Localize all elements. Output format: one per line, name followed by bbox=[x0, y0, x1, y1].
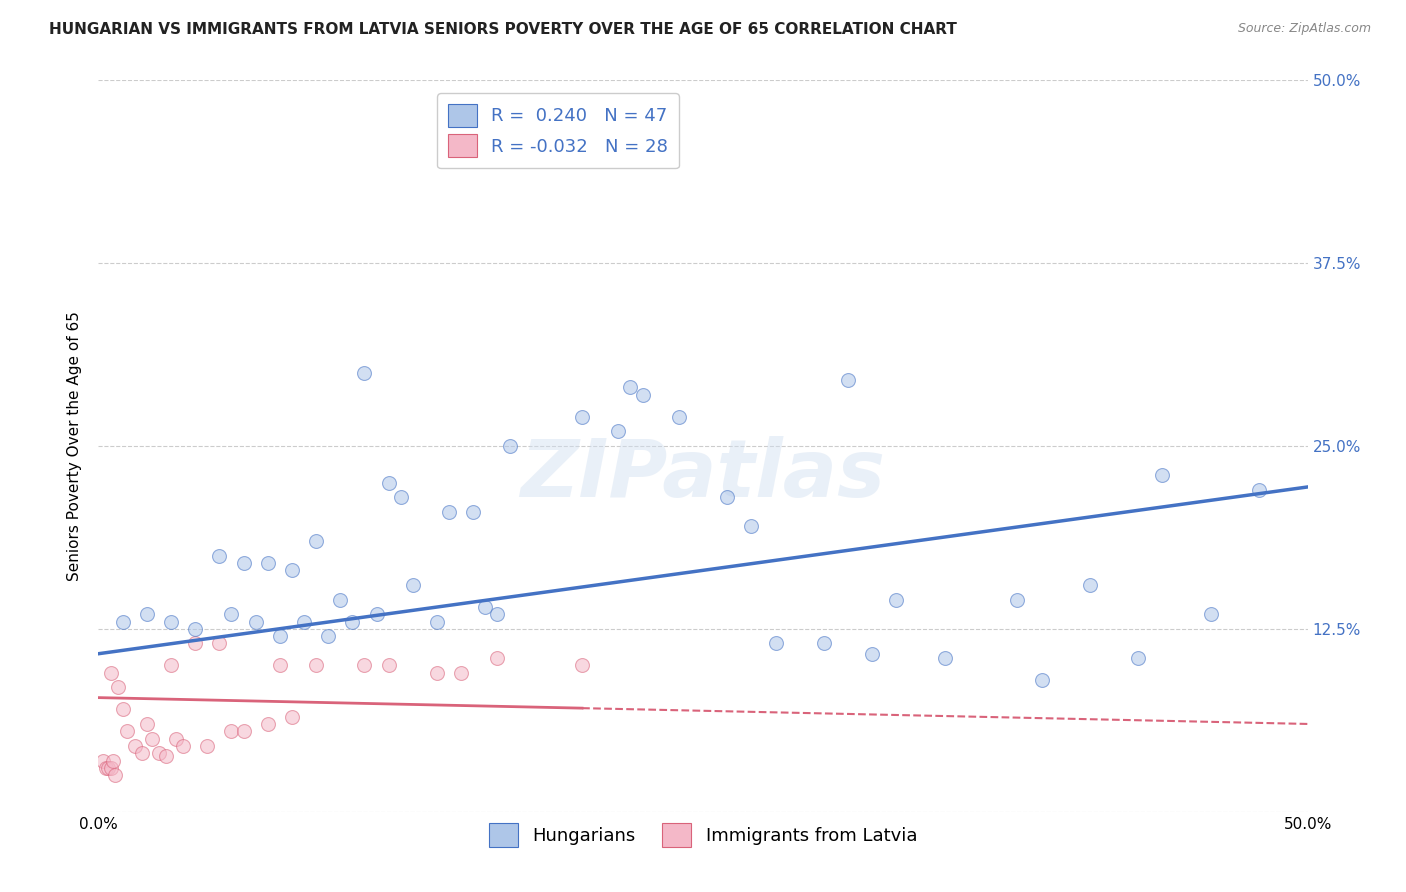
Point bbox=[1031, 673, 1053, 687]
Point bbox=[377, 475, 399, 490]
Point bbox=[1199, 607, 1222, 622]
Point bbox=[498, 439, 520, 453]
Point bbox=[131, 746, 153, 760]
Text: ZIPatlas: ZIPatlas bbox=[520, 436, 886, 515]
Point bbox=[389, 490, 412, 504]
Point bbox=[353, 366, 375, 380]
Point bbox=[256, 556, 278, 570]
Point bbox=[208, 636, 231, 650]
Point bbox=[160, 658, 183, 673]
Point bbox=[94, 761, 117, 775]
Point bbox=[571, 409, 593, 424]
Point bbox=[135, 607, 157, 622]
Point bbox=[860, 647, 883, 661]
Point bbox=[474, 599, 496, 614]
Point bbox=[402, 578, 425, 592]
Text: Source: ZipAtlas.com: Source: ZipAtlas.com bbox=[1237, 22, 1371, 36]
Point bbox=[631, 388, 654, 402]
Point bbox=[486, 651, 509, 665]
Point bbox=[740, 519, 762, 533]
Point bbox=[100, 761, 122, 775]
Point bbox=[101, 754, 124, 768]
Point bbox=[160, 615, 183, 629]
Point bbox=[426, 665, 449, 680]
Point bbox=[184, 622, 207, 636]
Point bbox=[256, 717, 278, 731]
Point bbox=[117, 724, 139, 739]
Point bbox=[1128, 651, 1150, 665]
Point bbox=[124, 739, 146, 753]
Point bbox=[813, 636, 835, 650]
Y-axis label: Seniors Poverty Over the Age of 65: Seniors Poverty Over the Age of 65 bbox=[67, 311, 83, 581]
Point bbox=[232, 724, 254, 739]
Point bbox=[155, 749, 177, 764]
Point bbox=[571, 658, 593, 673]
Point bbox=[426, 615, 449, 629]
Point bbox=[91, 754, 114, 768]
Point bbox=[111, 702, 134, 716]
Point bbox=[366, 607, 388, 622]
Point bbox=[886, 592, 908, 607]
Point bbox=[97, 761, 120, 775]
Point bbox=[607, 425, 630, 439]
Point bbox=[172, 739, 194, 753]
Text: HUNGARIAN VS IMMIGRANTS FROM LATVIA SENIORS POVERTY OVER THE AGE OF 65 CORRELATI: HUNGARIAN VS IMMIGRANTS FROM LATVIA SENI… bbox=[49, 22, 957, 37]
Point bbox=[245, 615, 267, 629]
Point bbox=[329, 592, 352, 607]
Point bbox=[1152, 468, 1174, 483]
Point bbox=[221, 724, 243, 739]
Point bbox=[716, 490, 738, 504]
Point bbox=[208, 549, 231, 563]
Point bbox=[450, 665, 472, 680]
Point bbox=[292, 615, 315, 629]
Point bbox=[232, 556, 254, 570]
Point bbox=[269, 658, 291, 673]
Point bbox=[463, 505, 485, 519]
Point bbox=[1007, 592, 1029, 607]
Point bbox=[148, 746, 170, 760]
Point bbox=[100, 665, 122, 680]
Point bbox=[619, 380, 641, 394]
Point bbox=[221, 607, 243, 622]
Point bbox=[281, 709, 304, 723]
Point bbox=[437, 505, 460, 519]
Point bbox=[305, 658, 328, 673]
Point bbox=[184, 636, 207, 650]
Point bbox=[486, 607, 509, 622]
Point bbox=[377, 658, 399, 673]
Point bbox=[305, 534, 328, 549]
Point bbox=[934, 651, 956, 665]
Point bbox=[1078, 578, 1101, 592]
Point bbox=[837, 373, 859, 387]
Point bbox=[269, 629, 291, 643]
Point bbox=[353, 658, 375, 673]
Point bbox=[668, 409, 690, 424]
Point bbox=[281, 563, 304, 577]
Point bbox=[111, 615, 134, 629]
Point bbox=[135, 717, 157, 731]
Point bbox=[316, 629, 339, 643]
Point bbox=[104, 768, 127, 782]
Legend: Hungarians, Immigrants from Latvia: Hungarians, Immigrants from Latvia bbox=[481, 816, 925, 854]
Point bbox=[165, 731, 187, 746]
Point bbox=[1249, 483, 1271, 497]
Point bbox=[765, 636, 787, 650]
Point bbox=[141, 731, 163, 746]
Point bbox=[195, 739, 218, 753]
Point bbox=[342, 615, 364, 629]
Point bbox=[107, 681, 129, 695]
